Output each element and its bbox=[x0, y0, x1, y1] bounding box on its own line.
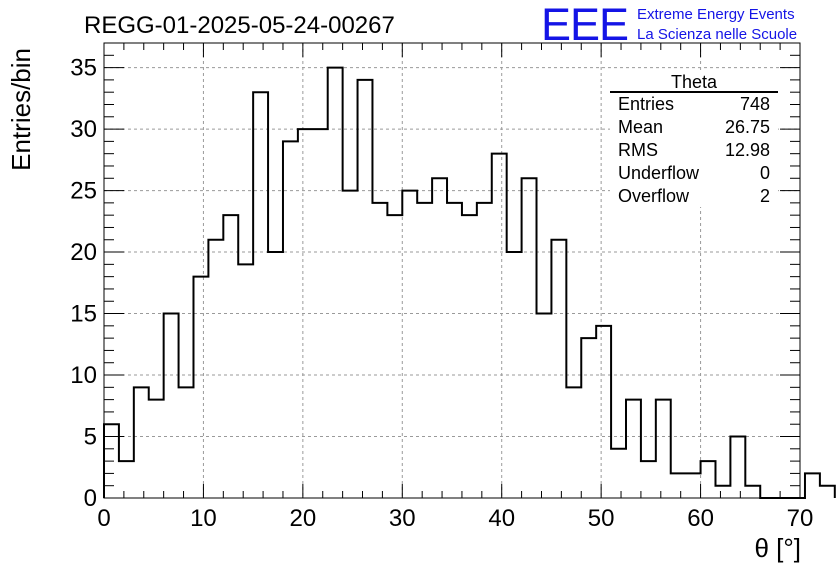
axis-ticks bbox=[103, 42, 801, 499]
chart-title: REGG-01-2025-05-24-00267 bbox=[84, 12, 395, 39]
x-axis-label: θ [°] bbox=[754, 533, 801, 563]
x-tick-label: 30 bbox=[389, 505, 416, 532]
y-tick-labels: 0 5 10 15 20 25 30 35 bbox=[70, 55, 97, 512]
stats-row-value: 2 bbox=[760, 186, 770, 206]
y-tick-label: 20 bbox=[70, 239, 97, 266]
y-tick-label: 15 bbox=[70, 301, 97, 328]
x-tick-label: 50 bbox=[588, 505, 615, 532]
stats-row-value: 12.98 bbox=[725, 140, 770, 160]
eee-logo-line2: La Scienza nelle Scuole bbox=[637, 26, 797, 43]
x-tick-label: 20 bbox=[290, 505, 317, 532]
x-tick-label: 60 bbox=[687, 505, 714, 532]
stats-row-label: Underflow bbox=[618, 163, 700, 183]
stats-row-label: RMS bbox=[618, 140, 658, 160]
histogram-step-line bbox=[103, 66, 836, 499]
stats-row-label: Overflow bbox=[618, 186, 690, 206]
stats-box-title: Theta bbox=[671, 72, 718, 92]
stats-row-label: Entries bbox=[618, 94, 674, 114]
y-axis-label: Entries/bin bbox=[6, 48, 36, 171]
y-tick-label: 30 bbox=[70, 116, 97, 143]
y-tick-label: 5 bbox=[84, 424, 97, 451]
eee-logo-line1: Extreme Energy Events bbox=[637, 6, 795, 23]
x-tick-label: 40 bbox=[488, 505, 515, 532]
stats-box-rows: Entries 748 Mean 26.75 RMS 12.98 Underflow 0 Ove… bbox=[618, 94, 770, 206]
y-tick-label: 10 bbox=[70, 362, 97, 389]
y-tick-label: 35 bbox=[70, 55, 97, 82]
x-tick-label: 70 bbox=[787, 505, 814, 532]
stats-row-label: Mean bbox=[618, 117, 663, 137]
eee-logo-mark: EEE bbox=[541, 0, 628, 50]
y-tick-label: 25 bbox=[70, 178, 97, 205]
stats-row-value: 748 bbox=[740, 94, 770, 114]
y-tick-label: 0 bbox=[84, 485, 97, 512]
plot-frame bbox=[103, 42, 801, 499]
x-tick-labels: 0 10 20 30 40 50 60 70 bbox=[97, 505, 813, 532]
x-tick-label: 10 bbox=[190, 505, 217, 532]
plot-grid bbox=[104, 43, 800, 498]
stats-row-value: 26.75 bbox=[725, 117, 770, 137]
x-tick-label: 0 bbox=[97, 505, 110, 532]
stats-box: Theta Entries 748 Mean 26.75 RMS 12.98 Underfl… bbox=[610, 70, 778, 207]
eee-logo: EEE Extreme Energy Events La Scienza nel… bbox=[541, 0, 797, 50]
stats-row-value: 0 bbox=[760, 163, 770, 183]
